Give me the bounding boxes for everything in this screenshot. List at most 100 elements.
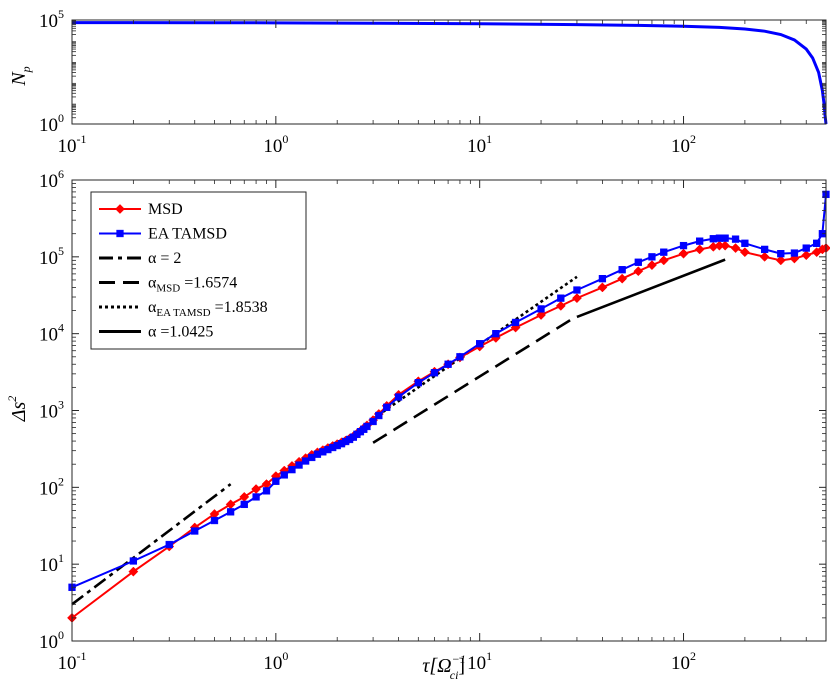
data-point [301, 457, 310, 465]
data-point [444, 360, 452, 368]
bottom-y-tick-label: 104 [39, 321, 64, 346]
bottom-y-tick-label: 105 [39, 244, 64, 269]
top-y-tick-label: 100 [39, 111, 64, 136]
bottom-series-fit_msd [372, 314, 578, 444]
data-point [802, 244, 810, 252]
data-point [739, 247, 750, 258]
data-point [363, 422, 371, 431]
data-point [536, 310, 546, 320]
bottom-x-tick-label: 101 [467, 649, 492, 674]
data-point [555, 300, 566, 311]
data-point [511, 318, 520, 327]
data-point [191, 527, 199, 535]
data-point [288, 465, 296, 474]
bottom-x-tick-label: 100 [263, 649, 288, 674]
bottom-y-tick-label: 102 [39, 474, 64, 499]
data-point [272, 477, 280, 485]
legend-label: αMSD =1.6574 [148, 275, 237, 295]
legend-label: MSD [148, 201, 183, 218]
data-point [369, 417, 377, 426]
data-point [648, 253, 656, 261]
data-point [240, 500, 248, 509]
bottom-y-tick-label: 103 [39, 398, 64, 423]
data-point [709, 235, 717, 243]
legend-label: EA TAMSD [148, 226, 227, 243]
data-point [617, 273, 628, 284]
data-point [414, 379, 422, 387]
data-point [696, 237, 704, 245]
data-point [694, 244, 705, 255]
bottom-y-tick-label: 100 [39, 628, 64, 653]
bottom-x-tick-label: 10-1 [58, 649, 87, 674]
bottom-x-axis-label: τ[Ω−1 ci] [422, 652, 466, 682]
top-x-tick-label: 100 [263, 132, 288, 157]
data-point [375, 411, 383, 420]
legend-label: αEA TAMSD =1.8538 [148, 299, 268, 319]
data-point [383, 403, 391, 411]
data-point [658, 255, 669, 266]
data-point [476, 340, 484, 348]
data-point [492, 330, 500, 338]
bottom-x-tick-label: 102 [671, 649, 696, 674]
data-point [730, 243, 741, 254]
top-series-np [71, 21, 828, 125]
data-point [777, 250, 785, 258]
legend-label: α =1.0425 [148, 324, 213, 341]
data-point [571, 293, 582, 304]
data-point [262, 487, 271, 495]
data-point [598, 275, 607, 283]
top-y-tick-label: 105 [39, 7, 64, 32]
legend-marker [115, 204, 125, 214]
data-point [280, 471, 288, 479]
data-point [295, 461, 303, 469]
data-point [537, 305, 545, 313]
top-axes-frame [71, 19, 827, 125]
top-x-tick-label: 10-1 [58, 132, 87, 157]
data-point [721, 234, 729, 242]
top-x-tick-label: 102 [671, 132, 696, 157]
top-plot-area [72, 20, 826, 124]
data-point [226, 508, 235, 516]
data-point [634, 258, 642, 266]
bottom-series-fit_late [576, 258, 726, 319]
data-point [720, 240, 731, 251]
data-point [633, 266, 644, 277]
data-point [646, 260, 657, 271]
data-point [660, 248, 668, 256]
bottom-markers-ea-tamsd [68, 190, 830, 591]
bottom-series-fit_ballistic [71, 483, 232, 606]
data-point [252, 493, 260, 501]
data-point [618, 266, 626, 274]
bottom-y-tick-label: 101 [39, 551, 64, 576]
top-y-axis-label: Np [8, 66, 33, 86]
legend-box [90, 191, 307, 350]
data-point [165, 540, 173, 549]
data-point [731, 235, 740, 243]
data-point [430, 369, 439, 377]
data-point [597, 282, 608, 293]
bottom-axes-frame [71, 179, 827, 642]
data-point [557, 294, 565, 302]
legend: MSD EA TAMSD α = 2 αMSD =1.6574 αEA TAMSD =1… [90, 191, 307, 350]
bottom-y-axis-label: Δs2 [5, 396, 30, 423]
data-point [813, 239, 821, 247]
data-point [741, 239, 749, 247]
legend-marker [116, 229, 124, 238]
data-point [801, 250, 812, 261]
bottom-y-tick-label: 106 [39, 167, 64, 192]
data-point [775, 255, 786, 266]
data-point [394, 393, 403, 401]
data-point [573, 286, 581, 294]
data-point [759, 251, 770, 262]
data-point [790, 249, 799, 257]
data-point [129, 557, 138, 565]
data-point [456, 353, 464, 361]
data-point [210, 516, 219, 525]
data-point [678, 248, 689, 259]
data-point [760, 245, 769, 254]
legend-label: α = 2 [148, 250, 181, 267]
data-point [679, 241, 688, 250]
top-x-tick-label: 101 [467, 132, 492, 157]
data-point [128, 566, 139, 577]
